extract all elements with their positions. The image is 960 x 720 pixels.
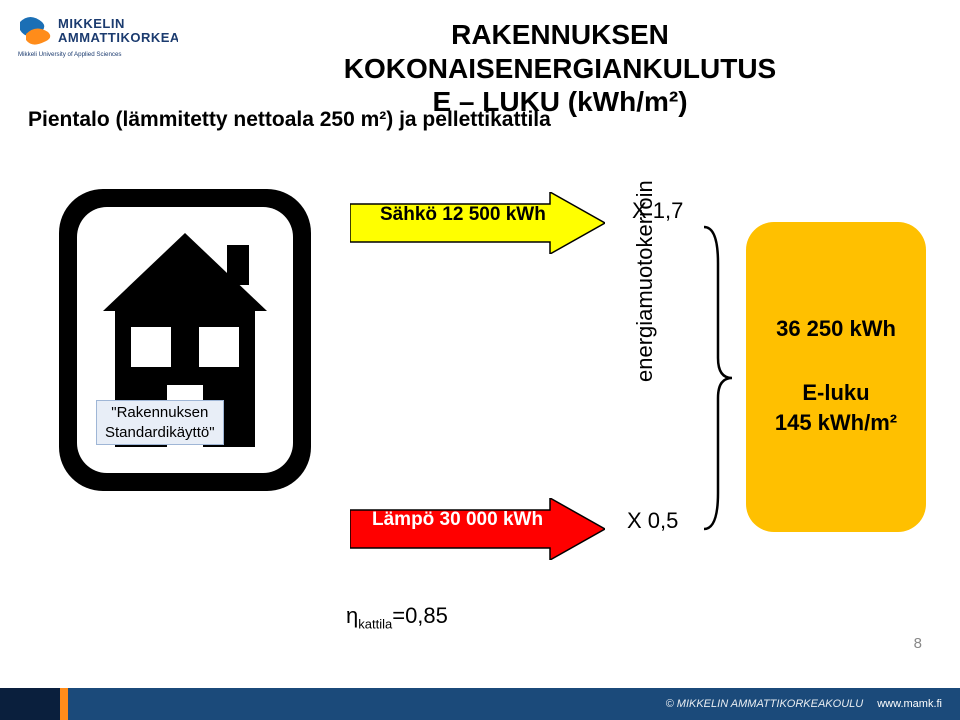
result-eluku-l2: 145 kWh/m² bbox=[775, 408, 897, 438]
heat-arrow-label: Lämpö 30 000 kWh bbox=[372, 509, 543, 531]
result-panel: 36 250 kWh E-luku 145 kWh/m² bbox=[746, 222, 926, 532]
brace-icon bbox=[700, 223, 734, 533]
eta-symbol: η bbox=[346, 603, 358, 628]
footer-url: www.mamk.fi bbox=[877, 698, 942, 710]
eta-sub: kattila bbox=[358, 616, 392, 631]
logo-line2: AMMATTIKORKEAKOULU bbox=[58, 30, 178, 45]
house-label: "Rakennuksen Standardikäyttö" bbox=[96, 400, 224, 445]
result-kwh: 36 250 kWh bbox=[776, 316, 896, 342]
result-eluku-l1: E-luku bbox=[775, 378, 897, 408]
logo-line1: MIKKELIN bbox=[58, 16, 125, 31]
footer-copyright: © MIKKELIN AMMATTIKORKEAKOULU bbox=[666, 698, 864, 710]
page-number: 8 bbox=[914, 635, 922, 652]
page-title: RAKENNUKSEN KOKONAISENERGIANKULUTUS E – … bbox=[240, 18, 880, 119]
factor-bottom: X 0,5 bbox=[627, 508, 678, 534]
efficiency-eta: ηkattila=0,85 bbox=[346, 603, 448, 631]
house-label-l1: "Rakennuksen bbox=[105, 403, 215, 423]
subtitle: Pientalo (lämmitetty nettoala 250 m²) ja… bbox=[28, 108, 551, 132]
institution-logo: MIKKELIN AMMATTIKORKEAKOULU Mikkeli Univ… bbox=[18, 14, 178, 72]
logo-line3: Mikkeli University of Applied Sciences bbox=[18, 51, 122, 58]
factor-vertical-label: energiamuotokerroin bbox=[632, 180, 658, 382]
eta-eq: =0,85 bbox=[392, 603, 448, 628]
house-badge bbox=[55, 185, 315, 495]
house-label-l2: Standardikäyttö" bbox=[105, 423, 215, 443]
title-line1: RAKENNUKSEN KOKONAISENERGIANKULUTUS bbox=[240, 18, 880, 85]
electricity-arrow-label: Sähkö 12 500 kWh bbox=[380, 204, 546, 226]
footer-accent bbox=[60, 688, 68, 720]
footer: © MIKKELIN AMMATTIKORKEAKOULU www.mamk.f… bbox=[0, 688, 960, 720]
